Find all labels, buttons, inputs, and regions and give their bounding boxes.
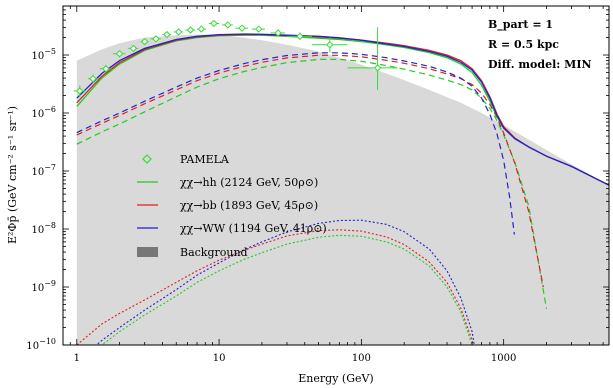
axis-ticks [62, 6, 609, 346]
total-curve-ww [76, 33, 609, 186]
annotation-radius: R = 0.5 kpc [488, 38, 559, 51]
y-tick-label: 10−7 [31, 163, 56, 178]
pamela-point [113, 50, 126, 58]
pamela-point [162, 30, 172, 39]
pamela-marker [89, 75, 97, 83]
pamela-marker [186, 26, 195, 34]
legend-bb-label: χχ→bb (1893 GeV, 45ρ⊙) [180, 199, 318, 212]
pamela-point [128, 44, 139, 53]
y-tick-label: 10−5 [31, 47, 56, 62]
plot-frame [62, 5, 610, 346]
plot-area [73, 19, 609, 345]
pamela-marker [274, 29, 282, 37]
pamela-marker [197, 25, 206, 33]
legend-ww-label: χχ→WW (1194 GeV, 41ρ⊙) [180, 222, 327, 235]
pamela-marker [129, 44, 138, 53]
dm-low-curve-hh [100, 234, 473, 345]
legend-hh: χχ→hh (2124 GeV, 50ρ⊙) [137, 176, 318, 189]
pamela-marker [102, 65, 110, 73]
dm-low-curves [76, 219, 475, 345]
y-tick-label: 10−9 [31, 279, 56, 294]
pamela-marker [296, 32, 304, 41]
pamela-point [222, 21, 233, 29]
pamela-point [251, 25, 265, 33]
pamela-marker [238, 24, 246, 32]
annotation-diffusion-model: Diff. model: MIN [488, 58, 592, 71]
pamela-points [73, 19, 398, 97]
legend: PAMELA χχ→hh (2124 GeV, 50ρ⊙) χχ→bb (189… [137, 153, 327, 259]
pamela-marker [76, 87, 84, 95]
pamela-marker [115, 50, 124, 58]
pamela-marker [210, 19, 218, 28]
legend-pamela-marker [142, 154, 152, 164]
pamela-marker [140, 37, 149, 46]
annotations: B_part = 1 R = 0.5 kpc Diff. model: MIN [488, 18, 592, 71]
pamela-point [347, 27, 398, 90]
pamela-point [173, 28, 184, 36]
pamela-marker [152, 35, 160, 43]
x-tick-label: 10 [213, 353, 226, 364]
legend-pamela-label: PAMELA [180, 153, 230, 166]
y-tick-labels: 10−10 10−9 10−8 10−7 10−6 10−5 [26, 47, 56, 352]
pamela-marker [255, 25, 263, 33]
pamela-point [197, 25, 207, 33]
pamela-point [140, 37, 149, 46]
total-curves [76, 33, 609, 186]
pamela-point [209, 19, 220, 28]
legend-pamela: PAMELA [142, 153, 230, 166]
pamela-point [88, 74, 99, 83]
legend-background-label: Background [180, 246, 248, 259]
pamela-point [150, 35, 161, 43]
pamela-point [270, 29, 285, 37]
pamela-point [99, 65, 112, 73]
background-area [76, 34, 609, 345]
pamela-point [73, 85, 86, 97]
dm-low-curve-ww [95, 219, 475, 345]
pamela-point [185, 26, 196, 34]
pamela-marker [326, 41, 334, 49]
pamela-point [312, 37, 348, 53]
pamela-point [235, 24, 249, 32]
legend-ww: χχ→WW (1194 GeV, 41ρ⊙) [137, 222, 327, 235]
pamela-marker [174, 28, 183, 36]
legend-hh-label: χχ→hh (2124 GeV, 50ρ⊙) [180, 176, 318, 189]
pamela-marker [163, 30, 171, 39]
pamela-marker [224, 21, 232, 29]
x-tick-label: 1000 [491, 353, 516, 364]
y-tick-label: 10−10 [26, 337, 56, 352]
y-tick-label: 10−8 [31, 221, 56, 236]
x-tick-label: 1 [74, 353, 80, 364]
pamela-point [286, 32, 313, 41]
annotation-bpart: B_part = 1 [488, 18, 553, 32]
y-tick-label: 10−6 [31, 105, 56, 120]
legend-background: Background [137, 246, 248, 259]
x-tick-label: 100 [352, 353, 371, 364]
legend-bb: χχ→bb (1893 GeV, 45ρ⊙) [137, 199, 318, 212]
pamela-marker [373, 64, 382, 72]
x-axis-title: Energy (GeV) [298, 372, 373, 385]
dm-high-curve-hh [76, 58, 548, 310]
legend-background-swatch [137, 247, 158, 257]
x-tick-labels: 1 10 100 1000 [74, 353, 517, 364]
y-axis-title: E²Φp̄ (GeV cm⁻² s⁻¹ sr⁻¹) [6, 106, 19, 244]
